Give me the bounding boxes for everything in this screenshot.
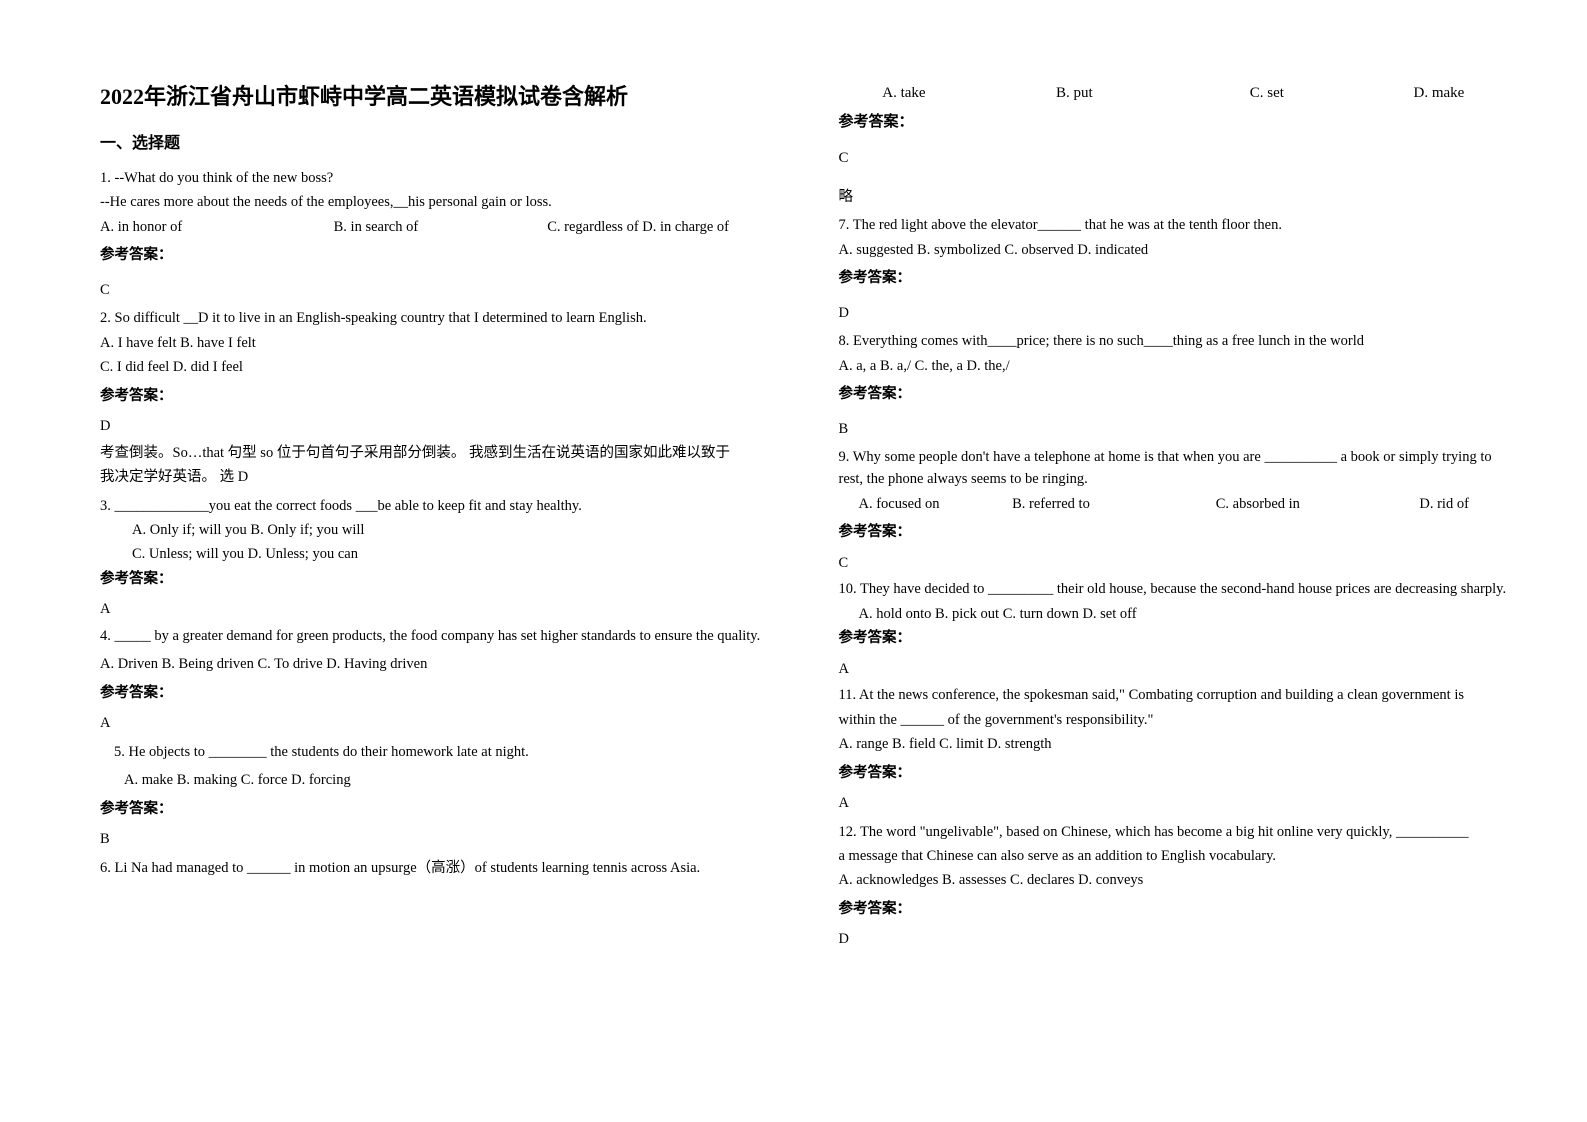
answer-label: 参考答案： bbox=[100, 568, 769, 590]
q12-line1: 12. The word "ungelivable", based on Chi… bbox=[839, 821, 1508, 843]
q9-opt-c: C. absorbed in bbox=[1216, 493, 1416, 515]
q8-stem: 8. Everything comes with____price; there… bbox=[839, 330, 1508, 352]
q9-stem: 9. Why some people don't have a telephon… bbox=[839, 446, 1508, 491]
q9-opt-b: B. referred to bbox=[1012, 493, 1212, 515]
q7-answer: D bbox=[839, 302, 1508, 324]
q6-opt-c: C. set bbox=[1250, 82, 1410, 105]
q10-opts: A. hold onto B. pick out C. turn down D.… bbox=[839, 603, 1508, 625]
q11-answer: A bbox=[839, 792, 1508, 814]
q1-opt-c: C. regardless of bbox=[547, 216, 638, 238]
q6-answer: C bbox=[839, 147, 1508, 170]
question-5: 5. He objects to ________ the students d… bbox=[100, 741, 769, 851]
q1-opt-d: D. in charge of bbox=[642, 216, 729, 238]
q5-answer: B bbox=[100, 828, 769, 850]
answer-label: 参考答案： bbox=[839, 111, 1508, 134]
q11-line1: 11. At the news conference, the spokesma… bbox=[839, 684, 1508, 706]
answer-label: 参考答案： bbox=[100, 682, 769, 704]
q3-opts-cd: C. Unless; will you D. Unless; you can bbox=[100, 543, 769, 565]
answer-label: 参考答案： bbox=[839, 267, 1508, 289]
answer-label: 参考答案： bbox=[100, 798, 769, 820]
question-10: 10. They have decided to _________ their… bbox=[839, 578, 1508, 680]
q2-explain-1: 考查倒装。So…that 句型 so 位于句首句子采用部分倒装。 我感到生活在说… bbox=[100, 442, 769, 464]
q1-opt-b: B. in search of bbox=[334, 216, 544, 238]
q1-opt-a: A. in honor of bbox=[100, 216, 330, 238]
q6-opts: A. take B. put C. set D. make bbox=[839, 82, 1508, 105]
question-8: 8. Everything comes with____price; there… bbox=[839, 330, 1508, 440]
q6-opt-b: B. put bbox=[1056, 82, 1246, 105]
left-column: 2022年浙江省舟山市虾峙中学高二英语模拟试卷含解析 一、选择题 1. --Wh… bbox=[100, 80, 809, 1082]
q1-line2: --He cares more about the needs of the e… bbox=[100, 191, 769, 213]
q11-line2: within the ______ of the government's re… bbox=[839, 709, 1508, 731]
q12-answer: D bbox=[839, 928, 1508, 950]
q3-opts-ab: A. Only if; will you B. Only if; you wil… bbox=[100, 519, 769, 541]
q10-answer: A bbox=[839, 658, 1508, 680]
page: 2022年浙江省舟山市虾峙中学高二英语模拟试卷含解析 一、选择题 1. --Wh… bbox=[0, 0, 1587, 1122]
q6-opt-d: D. make bbox=[1414, 82, 1465, 105]
q4-answer: A bbox=[100, 712, 769, 734]
q9-opts: A. focused on B. referred to C. absorbed… bbox=[839, 493, 1508, 515]
q5-opts: A. make B. making C. force D. forcing bbox=[100, 769, 769, 791]
q9-opt-a: A. focused on bbox=[859, 493, 1009, 515]
q1-line1: 1. --What do you think of the new boss? bbox=[100, 167, 769, 189]
question-1: 1. --What do you think of the new boss? … bbox=[100, 167, 769, 301]
question-6: 6. Li Na had managed to ______ in motion… bbox=[100, 857, 769, 879]
q2-opts-cd: C. I did feel D. did I feel bbox=[100, 356, 769, 378]
q4-opts: A. Driven B. Being driven C. To drive D.… bbox=[100, 653, 769, 675]
q2-explain-2: 我决定学好英语。 选 D bbox=[100, 466, 769, 488]
right-column: A. take B. put C. set D. make 参考答案： C 略 … bbox=[809, 80, 1528, 1082]
q6-opt-a: A. take bbox=[882, 82, 1052, 105]
q5-stem: 5. He objects to ________ the students d… bbox=[100, 741, 769, 763]
q7-opts: A. suggested B. symbolized C. observed D… bbox=[839, 239, 1508, 261]
q3-answer: A bbox=[100, 598, 769, 620]
question-4: 4. _____ by a greater demand for green p… bbox=[100, 625, 769, 735]
q4-stem: 4. _____ by a greater demand for green p… bbox=[100, 625, 769, 647]
q8-opts: A. a, a B. a,/ C. the, a D. the,/ bbox=[839, 355, 1508, 377]
q1-answer: C bbox=[100, 279, 769, 301]
question-9: 9. Why some people don't have a telephon… bbox=[839, 446, 1508, 574]
q8-answer: B bbox=[839, 418, 1508, 440]
question-7: 7. The red light above the elevator_____… bbox=[839, 214, 1508, 324]
question-3: 3. _____________you eat the correct food… bbox=[100, 495, 769, 621]
section-heading: 一、选择题 bbox=[100, 132, 769, 157]
q2-stem: 2. So difficult __D it to live in an Eng… bbox=[100, 307, 769, 329]
doc-title: 2022年浙江省舟山市虾峙中学高二英语模拟试卷含解析 bbox=[100, 80, 769, 114]
q1-opts: A. in honor of B. in search of C. regard… bbox=[100, 216, 769, 238]
answer-label: 参考答案： bbox=[839, 898, 1508, 920]
q12-opts: A. acknowledges B. assesses C. declares … bbox=[839, 869, 1508, 891]
answer-label: 参考答案： bbox=[839, 627, 1508, 649]
answer-label: 参考答案： bbox=[839, 521, 1508, 543]
answer-label: 参考答案： bbox=[839, 762, 1508, 784]
q3-stem: 3. _____________you eat the correct food… bbox=[100, 495, 769, 517]
q9-answer: C bbox=[839, 552, 1508, 574]
question-2: 2. So difficult __D it to live in an Eng… bbox=[100, 307, 769, 488]
answer-label: 参考答案： bbox=[100, 244, 769, 266]
q11-opts: A. range B. field C. limit D. strength bbox=[839, 733, 1508, 755]
question-11: 11. At the news conference, the spokesma… bbox=[839, 684, 1508, 814]
q2-answer: D bbox=[100, 415, 769, 437]
answer-label: 参考答案： bbox=[839, 383, 1508, 405]
q2-opts-ab: A. I have felt B. have I felt bbox=[100, 332, 769, 354]
q10-stem: 10. They have decided to _________ their… bbox=[839, 578, 1508, 600]
question-12: 12. The word "ungelivable", based on Chi… bbox=[839, 821, 1508, 951]
q6-note: 略 bbox=[839, 186, 1508, 208]
q6-stem: 6. Li Na had managed to ______ in motion… bbox=[100, 857, 769, 879]
q7-stem: 7. The red light above the elevator_____… bbox=[839, 214, 1508, 236]
answer-label: 参考答案： bbox=[100, 385, 769, 407]
q12-line2: a message that Chinese can also serve as… bbox=[839, 845, 1508, 867]
q9-opt-d: D. rid of bbox=[1419, 493, 1469, 515]
